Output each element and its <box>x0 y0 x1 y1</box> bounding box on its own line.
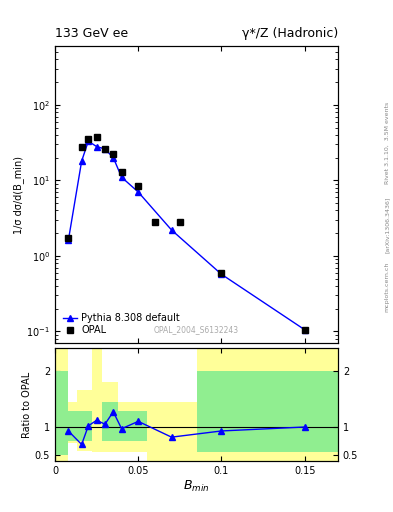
Bar <box>102 401 118 441</box>
OPAL <box>136 183 141 189</box>
Bar <box>118 411 147 441</box>
Pythia 8.308 default <box>111 155 116 161</box>
Pythia 8.308 default <box>302 327 307 333</box>
Pythia 8.308 default <box>119 174 124 180</box>
Bar <box>118 401 147 453</box>
Text: Rivet 3.1.10,  3.5M events: Rivet 3.1.10, 3.5M events <box>385 102 389 184</box>
Text: mcplots.cern.ch: mcplots.cern.ch <box>385 262 389 312</box>
Line: OPAL: OPAL <box>65 134 308 333</box>
Bar <box>68 401 77 443</box>
OPAL <box>178 219 182 225</box>
Line: Pythia 8.308 default: Pythia 8.308 default <box>66 138 307 332</box>
Bar <box>77 390 92 451</box>
OPAL <box>302 327 307 333</box>
Text: [arXiv:1306.3436]: [arXiv:1306.3436] <box>385 197 389 253</box>
OPAL <box>79 143 84 150</box>
Legend: Pythia 8.308 default, OPAL: Pythia 8.308 default, OPAL <box>60 310 183 338</box>
Bar <box>68 411 77 441</box>
Pythia 8.308 default <box>169 227 174 233</box>
Bar <box>147 401 196 461</box>
OPAL <box>219 269 224 275</box>
OPAL <box>119 168 124 175</box>
OPAL <box>103 146 107 152</box>
Text: 133 GeV ee: 133 GeV ee <box>55 27 128 40</box>
Bar <box>196 371 338 453</box>
Pythia 8.308 default <box>79 158 84 164</box>
Bar <box>196 348 338 461</box>
OPAL <box>66 236 71 242</box>
Pythia 8.308 default <box>94 143 99 150</box>
X-axis label: $B_{min}$: $B_{min}$ <box>183 478 210 494</box>
OPAL <box>94 134 99 140</box>
Pythia 8.308 default <box>103 146 107 152</box>
Bar <box>55 348 68 461</box>
OPAL <box>111 152 116 158</box>
OPAL <box>152 219 157 225</box>
Y-axis label: Ratio to OPAL: Ratio to OPAL <box>22 371 32 438</box>
OPAL <box>86 136 91 142</box>
Pythia 8.308 default <box>86 138 91 144</box>
Bar <box>102 382 118 453</box>
Pythia 8.308 default <box>219 271 224 278</box>
Pythia 8.308 default <box>136 189 141 195</box>
Bar <box>92 348 102 453</box>
Bar <box>77 411 92 441</box>
Text: γ*/Z (Hadronic): γ*/Z (Hadronic) <box>242 27 338 40</box>
Text: OPAL_2004_S6132243: OPAL_2004_S6132243 <box>154 325 239 334</box>
Y-axis label: 1/σ dσ/d(B_min): 1/σ dσ/d(B_min) <box>13 156 24 233</box>
Bar <box>55 371 68 455</box>
Pythia 8.308 default <box>66 238 71 244</box>
